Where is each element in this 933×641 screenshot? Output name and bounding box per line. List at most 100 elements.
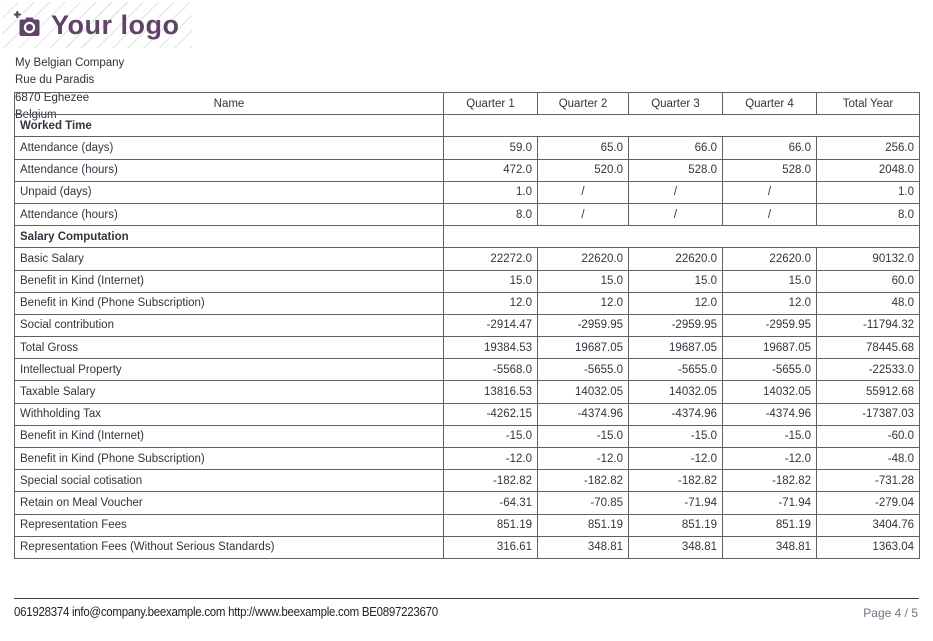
cell-value: / (628, 202, 723, 227)
table-row: Benefit in Kind (Internet) -15.0 -15.0 -15.… (14, 424, 920, 449)
cell-value: 256.0 (816, 136, 920, 160)
column-header: Quarter 1 (443, 91, 538, 116)
table-row: Benefit in Kind (Phone Subscription) -12.… (14, 446, 920, 471)
cell-value: 528.0 (722, 158, 817, 182)
cell-value: / (537, 202, 629, 227)
cell-value: -182.82 (628, 469, 723, 493)
column-header: Quarter 4 (722, 91, 817, 116)
cell-value: -12.0 (722, 446, 817, 471)
cell-value: -5655.0 (722, 358, 817, 382)
cell-value: 472.0 (443, 158, 538, 182)
cell-value: 12.0 (537, 291, 629, 315)
cell-value: 8.0 (443, 202, 538, 227)
cell-value: -60.0 (816, 424, 920, 449)
cell-value: -5655.0 (537, 358, 629, 382)
footer-divider (14, 598, 919, 599)
cell-value: -5655.0 (628, 358, 723, 382)
cell-value: -71.94 (722, 491, 817, 515)
cell-value: 2048.0 (816, 158, 920, 182)
cell-value: 66.0 (722, 136, 817, 160)
row-label: Salary Computation (14, 225, 444, 249)
cell-value: / (537, 180, 629, 204)
cell-value: 316.61 (443, 535, 538, 559)
table-row: Benefit in Kind (Internet) 15.0 15.0 15.0 15… (14, 269, 920, 293)
cell-value: / (722, 180, 817, 204)
cell-value: -2959.95 (537, 313, 629, 338)
cell-value: 14032.05 (537, 380, 629, 404)
cell-value: 55912.68 (816, 380, 920, 404)
cell-value: -4374.96 (628, 402, 723, 426)
cell-value: 8.0 (816, 202, 920, 227)
section-spacer-cell (443, 114, 920, 138)
column-header: Name (14, 91, 444, 116)
row-label: Intellectual Property (14, 358, 444, 382)
cell-value: -182.82 (537, 469, 629, 493)
row-label: Benefit in Kind (Phone Subscription) (14, 446, 444, 471)
row-label: Social contribution (14, 313, 444, 338)
row-label: Retain on Meal Voucher (14, 491, 444, 515)
cell-value: / (628, 180, 723, 204)
table-row: Basic Salary 22272.0 22620.0 22620.0 22620.0… (14, 247, 920, 271)
table-row: Representation Fees 851.19 851.19 851.19 851… (14, 513, 920, 537)
cell-value: -279.04 (816, 491, 920, 515)
cell-value: 22620.0 (722, 247, 817, 271)
report-table: Name Quarter 1 Quarter 2 Quarter 3 Quarter 4… (14, 91, 920, 559)
row-label: Withholding Tax (14, 402, 444, 426)
cell-value: -15.0 (537, 424, 629, 449)
cell-value: 15.0 (443, 269, 538, 293)
table-row: Special social cotisation -182.82 -182.82-… (14, 469, 920, 493)
cell-value: 851.19 (537, 513, 629, 537)
column-header: Quarter 3 (628, 91, 723, 116)
cell-value: 60.0 (816, 269, 920, 293)
cell-value: -2959.95 (722, 313, 817, 338)
table-row: Attendance (hours) 8.0///8.0 (14, 202, 920, 227)
table-row: Total Gross 19384.53 19687.05 19687.05 19687… (14, 336, 920, 360)
row-label: Special social cotisation (14, 469, 444, 493)
row-label: Benefit in Kind (Phone Subscription) (14, 291, 444, 315)
cell-value: 48.0 (816, 291, 920, 315)
cell-value: 14032.05 (722, 380, 817, 404)
table-row: Representation Fees (Without Serious Sta… (14, 535, 920, 559)
header-row: Name Quarter 1 Quarter 2 Quarter 3 Quarter 4… (14, 91, 920, 116)
table-body: Worked Time Attendance (days) 59.0 65.0 66.0… (14, 114, 920, 559)
cell-value: -64.31 (443, 491, 538, 515)
cell-value: 90132.0 (816, 247, 920, 271)
cell-value: 528.0 (628, 158, 723, 182)
logo-text: Your logo (51, 9, 180, 40)
cell-value: -2914.47 (443, 313, 538, 338)
row-label: Total Gross (14, 336, 444, 360)
cell-value: 15.0 (628, 269, 723, 293)
cell-value: 65.0 (537, 136, 629, 160)
table-row: Taxable Salary 13816.53 14032.05 14032.05 14… (14, 380, 920, 404)
cell-value: -182.82 (722, 469, 817, 493)
row-label: Benefit in Kind (Internet) (14, 269, 444, 293)
cell-value: 19687.05 (537, 336, 629, 360)
camera-plus-icon (13, 10, 43, 40)
row-label: Attendance (hours) (14, 202, 444, 227)
cell-value: -48.0 (816, 446, 920, 471)
cell-value: -182.82 (443, 469, 538, 493)
cell-value: 12.0 (443, 291, 538, 315)
cell-value: -15.0 (628, 424, 723, 449)
cell-value: -15.0 (722, 424, 817, 449)
cell-value: -12.0 (537, 446, 629, 471)
cell-value: 851.19 (443, 513, 538, 537)
table-row: Intellectual Property -5568.0 -5655.0 -5655… (14, 358, 920, 382)
section-row: Salary Computation (14, 225, 920, 249)
cell-value: 15.0 (537, 269, 629, 293)
cell-value: 12.0 (722, 291, 817, 315)
cell-value: 15.0 (722, 269, 817, 293)
cell-value: 520.0 (537, 158, 629, 182)
logo-placeholder: Your logo (2, 2, 192, 48)
cell-value: -731.28 (816, 469, 920, 493)
cell-value: -22533.0 (816, 358, 920, 382)
cell-value: 22272.0 (443, 247, 538, 271)
row-label: Representation Fees (Without Serious Sta… (14, 535, 444, 559)
cell-value: 348.81 (722, 535, 817, 559)
cell-value: -4374.96 (537, 402, 629, 426)
table-row: Benefit in Kind (Phone Subscription) 12.0… (14, 291, 920, 315)
table-header: Name Quarter 1 Quarter 2 Quarter 3 Quarter 4… (14, 91, 920, 116)
cell-value: -12.0 (628, 446, 723, 471)
cell-value: 1.0 (443, 180, 538, 204)
